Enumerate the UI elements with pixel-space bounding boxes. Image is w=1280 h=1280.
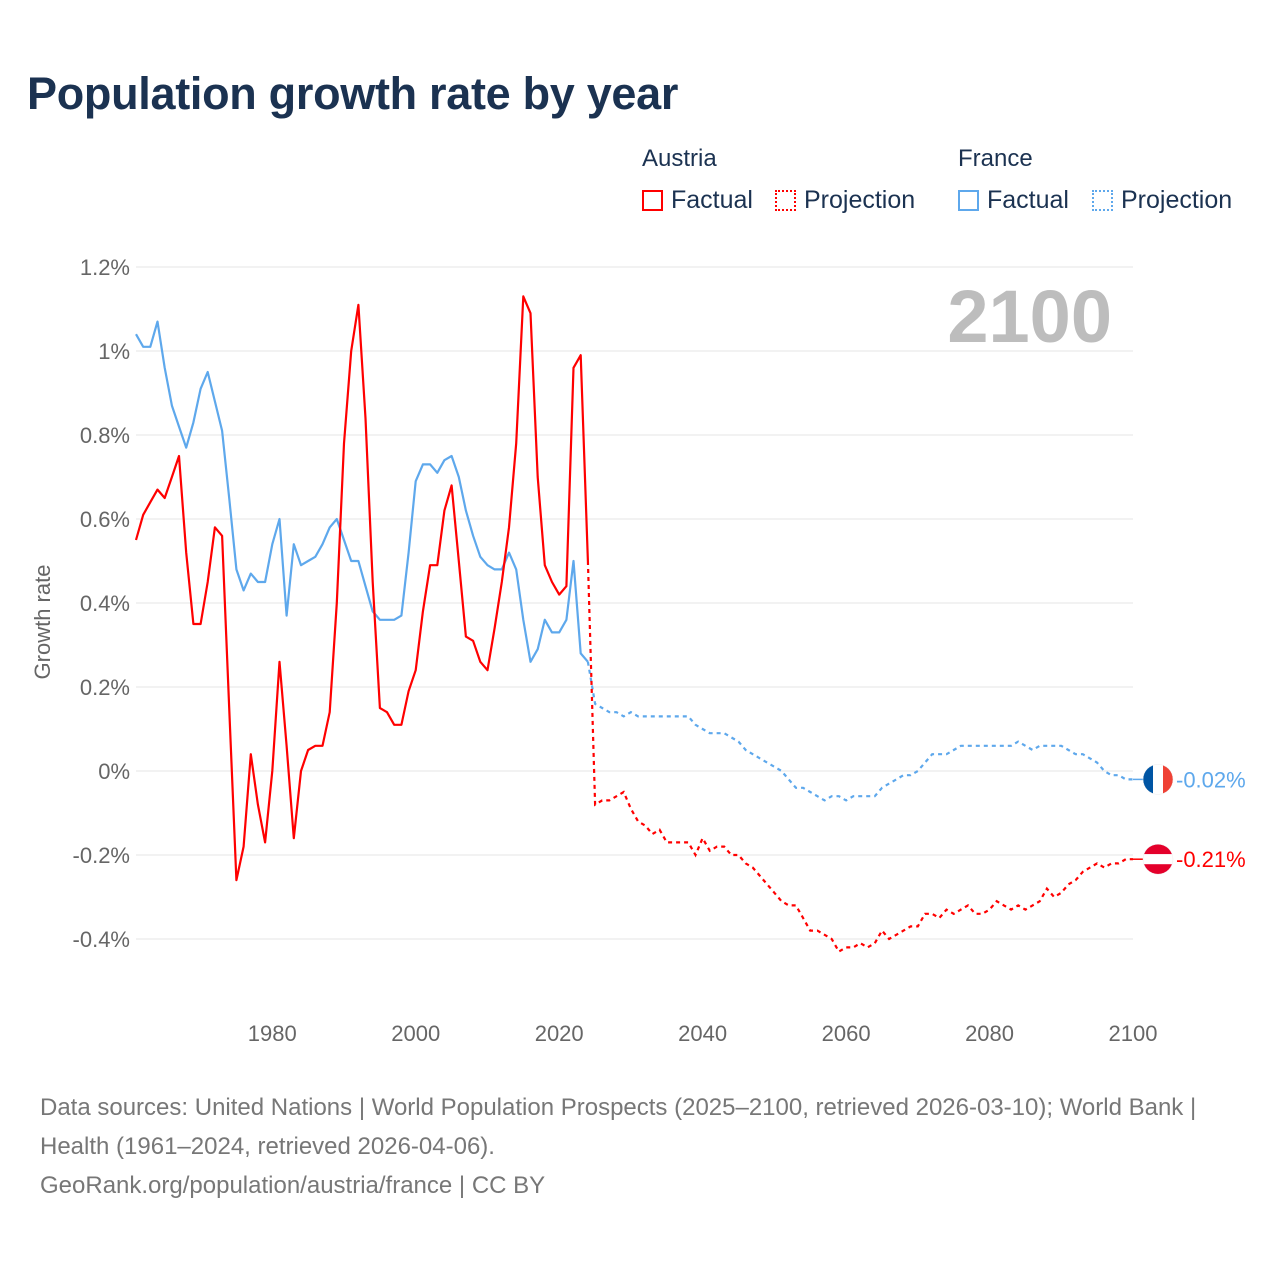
- y-tick-label: 0.6%: [80, 507, 130, 532]
- chart-title: Population growth rate by year: [27, 68, 679, 119]
- legend-austria-projection[interactable]: Projection: [775, 186, 915, 215]
- legend-austria-factual[interactable]: Factual: [642, 186, 753, 215]
- y-tick-label: 0.8%: [80, 423, 130, 448]
- legend-france-projection[interactable]: Projection: [1092, 186, 1232, 215]
- legend-label: Factual: [987, 186, 1069, 214]
- line-chart: 1.2% 1% 0.8% 0.6% 0.4% 0.2% 0% -0.2% -0.4% 1980 20…: [30, 255, 1246, 1046]
- legend-austria-heading: Austria: [642, 145, 717, 172]
- x-tick-label: 2000: [391, 1021, 440, 1046]
- austria-factual-line: [134, 295, 589, 882]
- y-tick-label: 0.2%: [80, 675, 130, 700]
- legend-swatch-dotted: [775, 190, 796, 211]
- austria-end-label: -0.21%: [1176, 847, 1246, 872]
- france-factual-line: [135, 320, 589, 663]
- y-tick-label: 1.2%: [80, 255, 130, 280]
- y-tick-label: 1%: [98, 339, 130, 364]
- legend-label: Factual: [671, 186, 753, 214]
- data-sources: Data sources: United Nations | World Pop…: [40, 1094, 1197, 1160]
- legend-france-factual[interactable]: Factual: [958, 186, 1069, 215]
- legend-swatch-solid: [958, 190, 979, 211]
- france-projection-line: [586, 661, 1133, 802]
- y-tick-label: -0.2%: [73, 843, 130, 868]
- x-tick-label: 2060: [822, 1021, 871, 1046]
- austria-projection-line: [586, 560, 1133, 954]
- france-flag-icon: [1142, 764, 1174, 795]
- austria-flag-icon: [1142, 843, 1174, 875]
- france-end-label: -0.02%: [1176, 767, 1246, 792]
- credit-link[interactable]: GeoRank.org/population/austria/france | …: [40, 1172, 546, 1199]
- current-year-watermark: 2100: [947, 275, 1112, 358]
- legend-label: Projection: [1121, 186, 1233, 214]
- legend-france-heading: France: [958, 145, 1033, 172]
- y-tick-label: 0.4%: [80, 591, 130, 616]
- x-tick-label: 2100: [1109, 1021, 1158, 1046]
- x-tick-label: 2040: [678, 1021, 727, 1046]
- x-tick-label: 1980: [248, 1021, 297, 1046]
- y-tick-label: -0.4%: [73, 927, 130, 952]
- y-axis-label: Growth rate: [30, 565, 55, 680]
- footer: Data sources: United Nations | World Pop…: [40, 1088, 1240, 1205]
- legend-swatch-dotted: [1092, 190, 1113, 211]
- x-tick-label: 2020: [535, 1021, 584, 1046]
- y-tick-label: 0%: [98, 759, 130, 784]
- legend-label: Projection: [804, 186, 916, 214]
- x-tick-label: 2080: [965, 1021, 1014, 1046]
- legend-swatch-solid: [642, 190, 663, 211]
